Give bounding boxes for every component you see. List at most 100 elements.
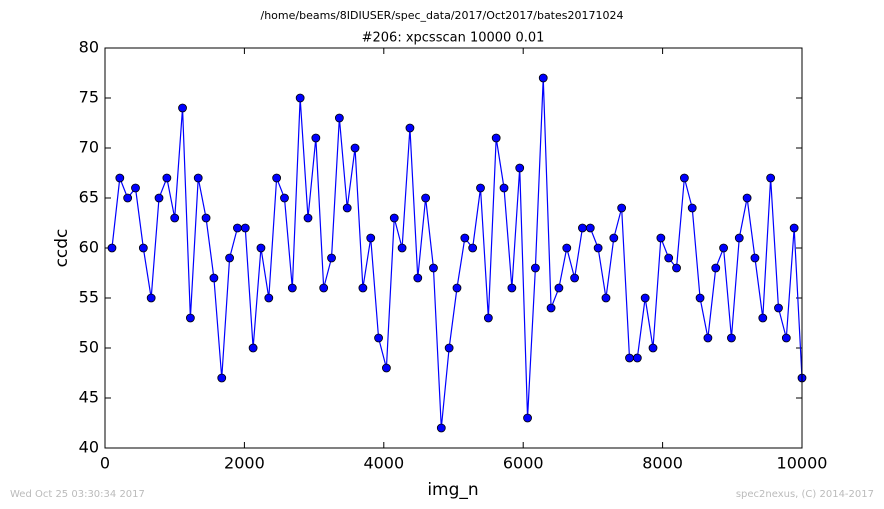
data-line (111, 77, 803, 429)
data-point (687, 203, 697, 213)
data-point (679, 173, 689, 183)
data-point (703, 333, 713, 343)
y-tick-label: 75 (79, 88, 99, 107)
data-point (617, 203, 627, 213)
data-point (656, 233, 666, 243)
data-point (585, 223, 595, 233)
data-point (562, 243, 572, 253)
y-tick-label: 80 (79, 38, 99, 57)
data-point (280, 193, 289, 203)
data-point (476, 183, 485, 193)
x-tick-label: 2000 (224, 454, 265, 473)
data-point (648, 343, 658, 353)
data-point (436, 423, 446, 433)
y-tick-label: 70 (79, 138, 99, 157)
data-point (358, 283, 368, 293)
data-point (491, 133, 501, 143)
data-point (303, 213, 313, 223)
data-point (272, 173, 282, 183)
data-point (538, 73, 548, 83)
data-point (750, 253, 760, 263)
data-point (515, 163, 525, 173)
data-point (287, 283, 297, 293)
data-point (225, 253, 234, 263)
data-point (530, 263, 540, 273)
x-axis-label: img_n (427, 480, 478, 500)
data-point (695, 293, 705, 303)
data-point (578, 223, 587, 233)
data-point (570, 273, 580, 283)
data-point (734, 233, 744, 243)
data-point (727, 333, 736, 343)
data-point (162, 173, 172, 183)
data-point (742, 193, 752, 203)
data-point (523, 413, 532, 423)
data-point (460, 233, 470, 243)
data-point (601, 293, 611, 303)
data-point (131, 183, 140, 193)
data-point (774, 303, 783, 313)
data-point (632, 353, 642, 363)
x-tick-label: 0 (100, 454, 110, 473)
data-point (295, 93, 305, 103)
data-point (138, 243, 148, 253)
data-point (248, 343, 258, 353)
y-tick-label: 60 (79, 238, 99, 257)
suptitle: /home/beams/8IDIUSER/spec_data/2017/Oct2… (261, 9, 624, 22)
data-point (123, 193, 133, 203)
data-point (193, 173, 203, 183)
data-point (640, 293, 650, 303)
data-point (256, 243, 266, 253)
data-point (413, 273, 423, 283)
data-point (319, 283, 329, 293)
data-point (178, 103, 187, 113)
data-point (264, 293, 274, 303)
footer-right: spec2nexus, (C) 2014-2017 (736, 489, 874, 500)
data-point (311, 133, 321, 143)
chart-title: #206: xpcsscan 10000 0.01 (362, 31, 545, 46)
data-point (233, 223, 242, 233)
data-point (429, 263, 438, 273)
data-point (789, 223, 799, 233)
footer-left: Wed Oct 25 03:30:34 2017 (10, 489, 145, 500)
data-point (664, 253, 674, 263)
x-tick-label: 10000 (777, 454, 828, 473)
data-point (554, 283, 564, 293)
data-point (468, 243, 478, 253)
data-point (107, 243, 117, 253)
plot-frame (104, 47, 803, 449)
y-axis-label: ccdc (52, 229, 72, 268)
data-point (327, 253, 336, 263)
data-point (758, 313, 768, 323)
x-tick-label: 4000 (363, 454, 404, 473)
data-point (382, 363, 391, 373)
x-tick-label: 8000 (642, 454, 683, 473)
data-point (593, 243, 603, 253)
data-point (334, 113, 344, 123)
data-point (397, 243, 407, 253)
data-point (625, 353, 634, 363)
data-point (405, 123, 415, 133)
data-point (350, 143, 360, 153)
y-tick-label: 45 (79, 388, 99, 407)
y-tick-label: 55 (79, 288, 99, 307)
data-point (366, 233, 376, 243)
y-tick-label: 50 (79, 338, 99, 357)
data-point (711, 263, 721, 273)
data-point (483, 313, 493, 323)
data-point (444, 343, 454, 353)
data-point (115, 173, 125, 183)
data-point (201, 213, 211, 223)
data-point (609, 233, 619, 243)
data-point (217, 373, 227, 383)
data-point (766, 173, 776, 183)
data-point (719, 243, 728, 253)
data-point (452, 283, 462, 293)
data-point (389, 213, 399, 223)
data-point (240, 223, 250, 233)
data-point (499, 183, 509, 193)
x-tick-label: 6000 (503, 454, 544, 473)
y-tick-label: 65 (79, 188, 99, 207)
